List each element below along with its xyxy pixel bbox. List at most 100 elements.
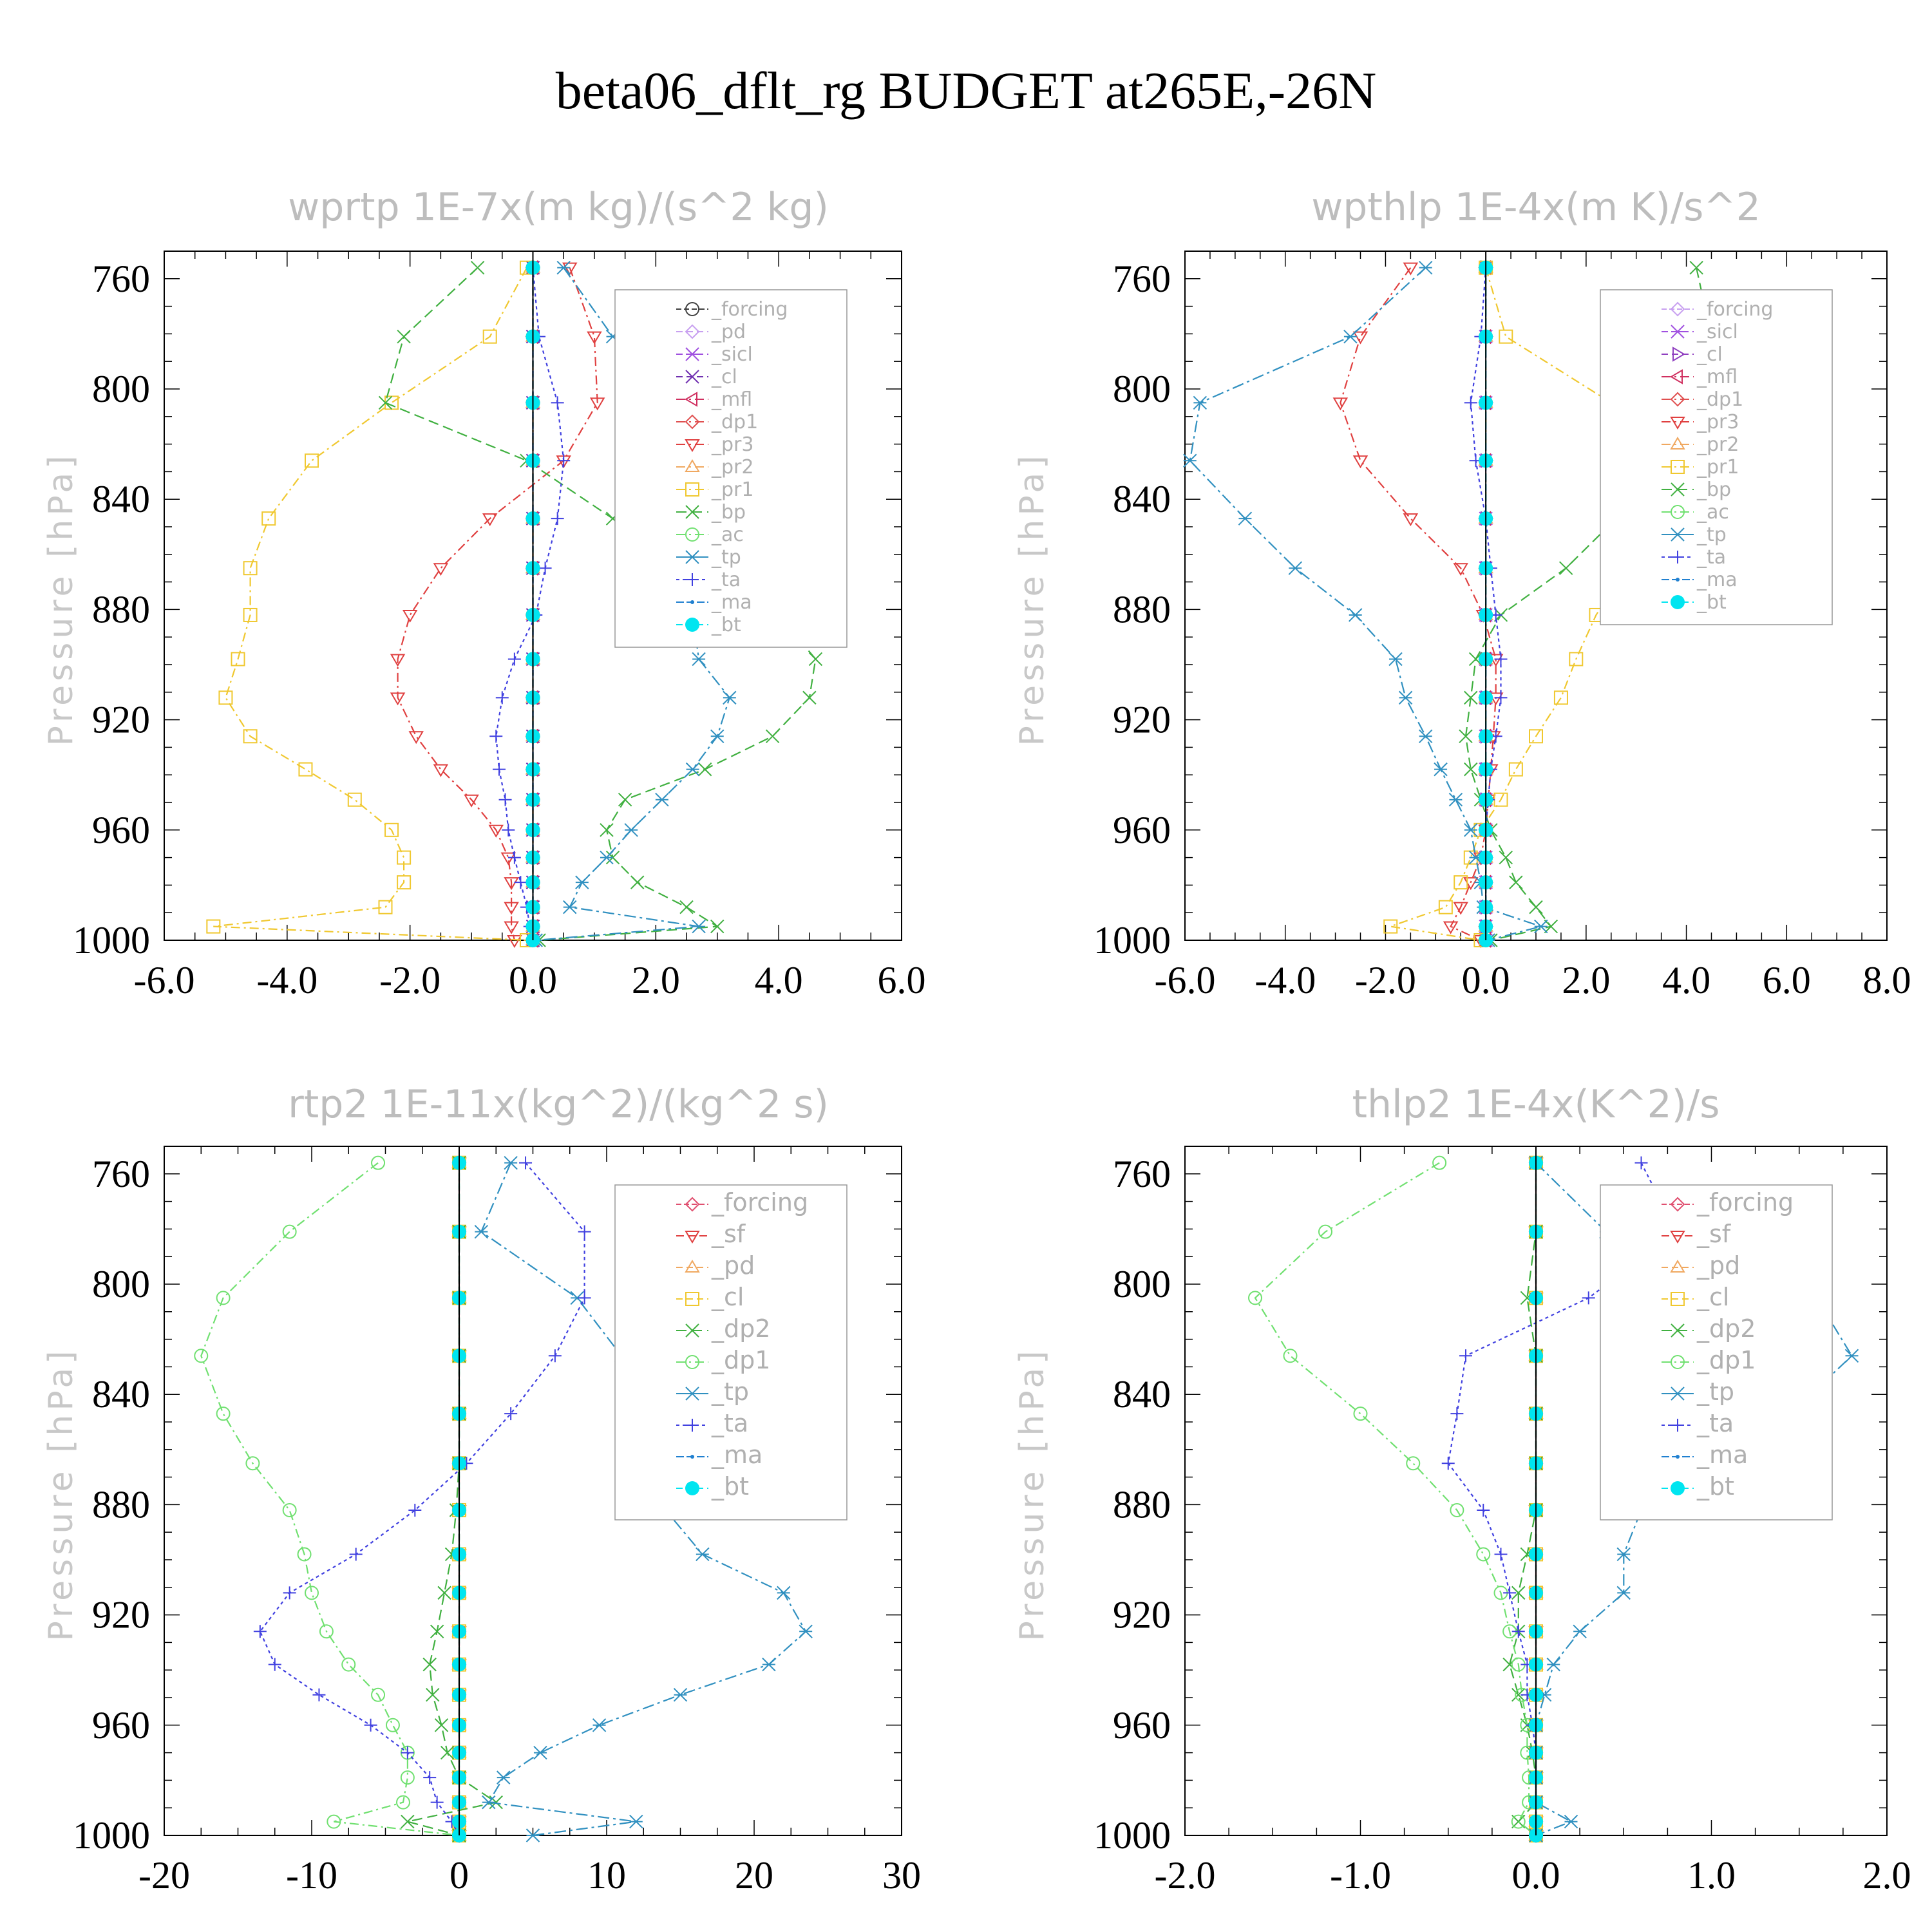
data-point bbox=[1248, 1291, 1262, 1305]
legend-label: _bp bbox=[711, 501, 746, 524]
data-point bbox=[533, 1745, 547, 1760]
data-point bbox=[563, 900, 577, 914]
legend-item: _dp1 bbox=[676, 1346, 770, 1374]
legend-marker bbox=[1672, 346, 1685, 362]
legend-label: _tp bbox=[1696, 524, 1727, 546]
data-point bbox=[1511, 1625, 1525, 1638]
legend-marker bbox=[685, 1197, 700, 1212]
data-point bbox=[1453, 563, 1468, 576]
series-line-dp1 bbox=[1254, 1162, 1537, 1836]
data-point bbox=[504, 877, 519, 891]
x-tick-label: -20 bbox=[138, 1854, 190, 1897]
y-tick-label: 800 bbox=[1113, 368, 1171, 410]
data-point bbox=[1689, 260, 1703, 275]
data-point bbox=[1503, 1586, 1517, 1600]
legend-marker bbox=[1670, 1231, 1685, 1244]
legend-item: _ma bbox=[676, 1441, 762, 1469]
data-point bbox=[243, 607, 258, 622]
legend-item: _cl bbox=[1662, 1283, 1729, 1311]
data-point bbox=[218, 690, 233, 705]
data-point bbox=[551, 396, 564, 410]
legend-label: _dp1 bbox=[1696, 1346, 1756, 1374]
y-tick-label: 1000 bbox=[1094, 919, 1171, 961]
x-tick-label: 2.0 bbox=[1562, 959, 1610, 1001]
legend-marker bbox=[1670, 392, 1685, 407]
legend-item: _ta bbox=[1662, 1409, 1734, 1437]
data-point bbox=[526, 1828, 540, 1842]
legend-marker bbox=[1670, 301, 1685, 317]
legend-item: _tp bbox=[676, 546, 741, 569]
data-point bbox=[1398, 690, 1413, 705]
data-point bbox=[493, 762, 506, 776]
data-point bbox=[305, 1586, 319, 1600]
legend-item: _ma bbox=[1662, 1441, 1748, 1469]
legend-label: _dp1 bbox=[711, 411, 758, 433]
data-point bbox=[504, 921, 519, 934]
data-point bbox=[470, 260, 485, 275]
legend-label: _pr1 bbox=[1696, 456, 1739, 478]
data-point bbox=[1406, 1456, 1421, 1471]
legend-label: _pr3 bbox=[711, 433, 753, 456]
data-point bbox=[397, 850, 412, 865]
data-point bbox=[1509, 875, 1523, 889]
data-point bbox=[216, 1291, 231, 1305]
series-line-pr3 bbox=[397, 267, 598, 941]
data-point bbox=[630, 875, 645, 889]
legend-item: _bp bbox=[676, 501, 746, 524]
data-point bbox=[400, 1770, 415, 1785]
data-point bbox=[697, 762, 712, 777]
data-point bbox=[1569, 652, 1584, 667]
legend-label: _sf bbox=[1696, 1220, 1732, 1248]
legend-marker bbox=[1671, 1419, 1684, 1432]
legend-item: _sf bbox=[676, 1220, 746, 1248]
data-point bbox=[430, 1624, 444, 1638]
legend-item: _dp1 bbox=[1662, 1346, 1756, 1374]
y-tick-label: 920 bbox=[1113, 1594, 1171, 1636]
legend-label: _ta bbox=[711, 1409, 748, 1437]
data-point bbox=[507, 652, 521, 666]
panel-title: rtp2 1E-11x(kg^2)/(kg^2 s) bbox=[288, 1082, 829, 1127]
data-point bbox=[592, 1718, 607, 1732]
legend-label: _ta bbox=[1696, 546, 1726, 569]
legend-marker bbox=[1670, 437, 1685, 450]
data-point bbox=[1193, 395, 1208, 410]
legend-item: _bp bbox=[1662, 478, 1731, 501]
data-point bbox=[1844, 1349, 1859, 1363]
data-point bbox=[433, 764, 449, 777]
data-point bbox=[710, 729, 724, 743]
data-point bbox=[1288, 561, 1302, 575]
data-point bbox=[390, 654, 406, 667]
data-point bbox=[422, 1657, 437, 1672]
data-point bbox=[1343, 329, 1358, 344]
y-tick-label: 920 bbox=[92, 1594, 150, 1636]
data-point bbox=[1468, 652, 1483, 667]
legend-marker bbox=[690, 1455, 694, 1459]
data-point bbox=[261, 511, 276, 526]
data-point bbox=[624, 823, 638, 837]
legend-marker bbox=[1671, 1355, 1685, 1369]
legend-label: _pr1 bbox=[711, 478, 753, 501]
data-point bbox=[519, 1156, 533, 1170]
y-axis-label: Pressure [hPa] bbox=[42, 452, 80, 746]
x-tick-label: -1.0 bbox=[1330, 1854, 1391, 1897]
data-point bbox=[1453, 902, 1468, 915]
legend-label: _ma bbox=[711, 591, 752, 614]
panel-title: wpthlp 1E-4x(m K)/s^2 bbox=[1311, 185, 1761, 230]
series-line-tp bbox=[1189, 267, 1544, 942]
data-point bbox=[378, 900, 393, 914]
legend-label: _ta bbox=[1696, 1409, 1734, 1437]
series-line-ta bbox=[495, 267, 565, 941]
data-point bbox=[1477, 1503, 1490, 1517]
series-line-dp1 bbox=[200, 1162, 460, 1837]
data-point bbox=[1183, 453, 1197, 468]
legend-label: _dp2 bbox=[1696, 1314, 1756, 1343]
data-point bbox=[385, 1718, 400, 1732]
data-point bbox=[1352, 331, 1368, 345]
series-line-pr1 bbox=[1390, 267, 1653, 942]
data-point bbox=[1529, 729, 1543, 744]
data-point bbox=[502, 823, 515, 837]
legend-label: _pr3 bbox=[1696, 411, 1739, 433]
data-point bbox=[341, 1657, 356, 1672]
legend-marker bbox=[1671, 595, 1685, 609]
x-axis: -2.0 -1.0 0.0 1.0 2.0 bbox=[1155, 1146, 1911, 1897]
